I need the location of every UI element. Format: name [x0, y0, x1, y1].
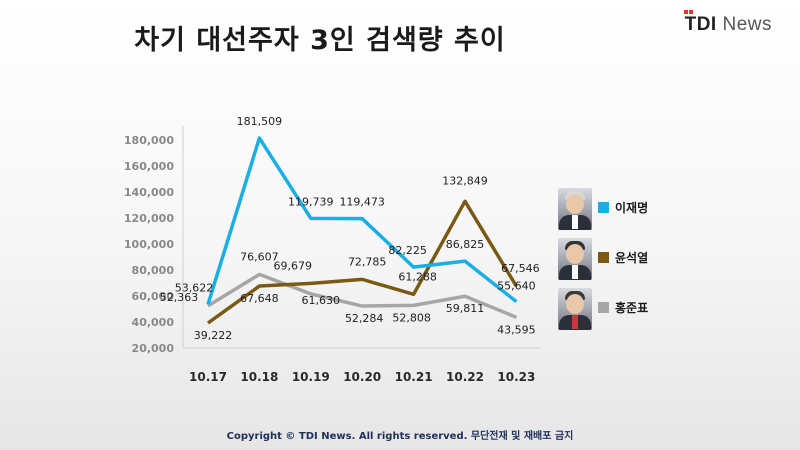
data-label: 52,808 [392, 311, 431, 324]
data-label: 67,546 [501, 262, 540, 275]
legend-swatch-yoon [598, 252, 609, 263]
data-label: 43,595 [497, 323, 536, 336]
data-label: 119,739 [288, 195, 334, 208]
y-tick-label: 80,000 [132, 264, 175, 277]
data-label: 86,825 [446, 238, 485, 251]
candidate-photo-hong [558, 288, 592, 330]
x-tick-label: 10.19 [292, 370, 330, 384]
series-line-2 [207, 272, 518, 319]
logo-tdi: TDI [684, 14, 717, 35]
x-tick-label: 10.18 [240, 370, 278, 384]
y-tick-label: 40,000 [132, 316, 175, 329]
data-label: 76,607 [240, 250, 279, 263]
data-label: 181,509 [237, 115, 283, 128]
x-tick-label: 10.22 [446, 370, 484, 384]
y-tick-label: 160,000 [124, 160, 174, 173]
y-tick-label: 120,000 [124, 212, 174, 225]
y-tick-label: 20,000 [132, 342, 175, 355]
y-tick-label: 60,000 [132, 290, 175, 303]
y-tick-label: 140,000 [124, 186, 174, 199]
legend-item-lee: 이재명 [558, 188, 678, 232]
chart-title: 차기 대선주자 3인 검색량 추이 [134, 25, 506, 56]
series-line-0 [206, 136, 518, 305]
legend-item-hong: 홍준표 [558, 288, 678, 332]
data-label: 59,811 [446, 302, 485, 315]
data-label: 61,288 [398, 270, 437, 283]
logo-mark [683, 10, 688, 14]
x-tick-label: 10.23 [497, 370, 535, 384]
copyright-notice: Copyright © TDI News. All rights reserve… [226, 431, 574, 442]
data-label: 52,284 [345, 312, 384, 325]
data-label: 52,363 [160, 291, 199, 304]
x-tick-label: 10.20 [343, 370, 381, 384]
data-label: 39,222 [194, 329, 233, 342]
legend-label-lee: 이재명 [615, 201, 649, 215]
data-label: 119,473 [339, 196, 385, 209]
series-line-1 [206, 199, 518, 325]
logo-news: News [722, 14, 772, 35]
candidate-photo-yoon [558, 238, 592, 280]
candidate-photo-lee [558, 188, 592, 230]
tdi-news-logo: TDI News [683, 10, 772, 36]
legend-label-yoon: 윤석열 [615, 251, 649, 265]
legend-swatch-hong [598, 302, 609, 313]
legend-label-hong: 홍준표 [615, 301, 649, 315]
logo-mark-2 [688, 10, 693, 14]
data-label: 67,648 [240, 292, 279, 305]
data-label: 69,679 [274, 259, 313, 272]
y-tick-label: 180,000 [124, 134, 174, 147]
legend-item-yoon: 윤석열 [558, 238, 678, 282]
y-tick-label: 100,000 [124, 238, 174, 251]
data-label: 61,630 [302, 294, 341, 307]
x-tick-label: 10.21 [395, 370, 433, 384]
data-label: 132,849 [442, 174, 488, 187]
data-label: 72,785 [348, 255, 387, 268]
data-label: 53,622 [175, 281, 214, 294]
data-label: 82,225 [388, 244, 427, 257]
legend-swatch-lee [598, 202, 609, 213]
x-tick-label: 10.17 [189, 370, 227, 384]
data-label: 55,640 [497, 280, 536, 293]
